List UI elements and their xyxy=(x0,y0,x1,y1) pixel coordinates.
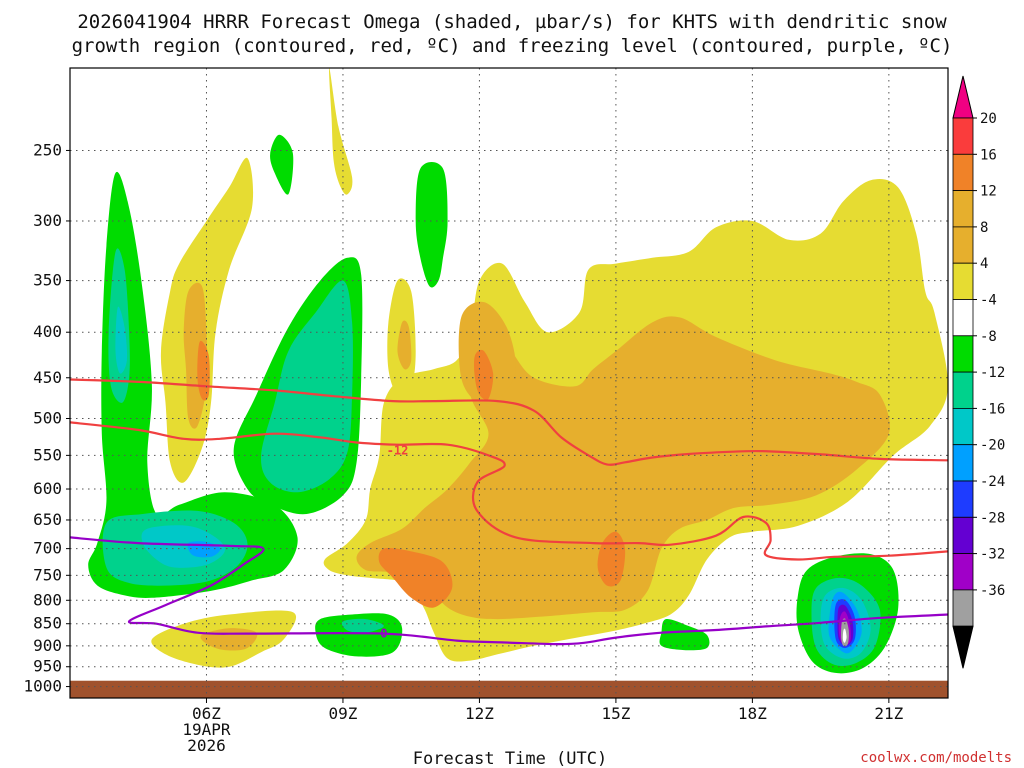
colorbar: 20 16 12 8 4 -4 -8 -12 -16 -20 -24 -28 -32 -36 xyxy=(952,75,1005,669)
omega-fields: -12 0 xyxy=(70,68,948,698)
omega-region-orange-10z-upper xyxy=(397,320,412,370)
colorbar-box-9 xyxy=(952,444,974,482)
omega-region-vortex-white xyxy=(842,628,847,643)
y-tick-label-1000: 1000 xyxy=(23,677,62,696)
omega-region-small-green-16z xyxy=(659,618,710,651)
y-tick-label-300: 300 xyxy=(33,211,62,230)
y-tick-label-650: 650 xyxy=(33,510,62,529)
x-tick-label-21Z: 21Z xyxy=(874,704,903,723)
omega-region-dark-orange-11z xyxy=(378,547,453,608)
x-tick-label-06Z: 06Z xyxy=(192,704,221,723)
y-axis: 250 300 350 400 450 500 550 600 650 700 750 800 850 9… xyxy=(23,140,70,696)
x-tick-label-09Z: 09Z xyxy=(329,704,358,723)
colorbar-label-3: 8 xyxy=(980,220,988,236)
colorbar-box-3 xyxy=(952,226,974,264)
x-tick-label-15Z: 15Z xyxy=(601,704,630,723)
contour-freezing-0 xyxy=(70,536,948,646)
colorbar-label-0: 20 xyxy=(980,111,997,127)
x-tick-year: 2026 xyxy=(187,736,226,755)
colorbar-box-12 xyxy=(952,553,974,591)
contour-dgz-upper xyxy=(70,378,948,466)
y-tick-label-400: 400 xyxy=(33,322,62,341)
omega-region-left-cyan xyxy=(115,306,128,374)
colorbar-box-1 xyxy=(952,153,974,192)
y-tick-label-450: 450 xyxy=(33,368,62,387)
y-tick-label-250: 250 xyxy=(33,140,62,159)
omega-region-green-plume-10z xyxy=(415,162,448,288)
x-tick-label-12Z: 12Z xyxy=(465,704,494,723)
colorbar-label-4: 4 xyxy=(980,256,988,272)
y-tick-label-750: 750 xyxy=(33,565,62,584)
plot-frame xyxy=(69,67,949,699)
ground-surface xyxy=(70,680,948,698)
y-tick-label-800: 800 xyxy=(33,590,62,609)
colorbar-label-5: -4 xyxy=(980,293,997,309)
colorbar-box-11 xyxy=(952,516,974,554)
colorbar-label-6: -8 xyxy=(980,329,997,345)
plot-area: -12 0 xyxy=(69,67,949,699)
colorbar-box-2 xyxy=(952,190,974,228)
chart-title-line-2: growth region (contoured, red, ºC) and f… xyxy=(72,35,953,57)
x-tick-date: 19APR xyxy=(182,720,231,739)
colorbar-box-0 xyxy=(952,117,974,155)
y-tick-label-350: 350 xyxy=(33,271,62,290)
credit-text: coolwx.com/modelts xyxy=(860,750,1012,766)
y-tick-label-500: 500 xyxy=(33,409,62,428)
y-tick-label-550: 550 xyxy=(33,445,62,464)
colorbar-box-10 xyxy=(952,480,974,518)
omega-region-dark-orange-15z xyxy=(597,531,626,587)
chart-title-line-1: 2026041904 HRRR Forecast Omega (shaded, … xyxy=(77,11,947,33)
colorbar-label-13: -36 xyxy=(980,583,1005,599)
omega-region-small-teal-bottom xyxy=(341,618,384,633)
colorbar-label-10: -24 xyxy=(980,474,1005,490)
omega-region-upper-plume-yellow xyxy=(329,68,353,195)
colorbar-label-12: -32 xyxy=(980,547,1005,563)
colorbar-label-2: 12 xyxy=(980,184,997,200)
colorbar-box-6 xyxy=(952,335,974,373)
colorbar-bottom-arrow xyxy=(952,625,974,669)
colorbar-label-11: -28 xyxy=(980,510,1005,526)
contour-label-freezing-0: 0 xyxy=(380,627,387,641)
y-tick-label-850: 850 xyxy=(33,614,62,633)
colorbar-label-9: -20 xyxy=(980,438,1005,454)
y-tick-label-600: 600 xyxy=(33,479,62,498)
colorbar-box-8 xyxy=(952,407,974,446)
grid xyxy=(70,68,948,698)
colorbar-box-13 xyxy=(952,589,974,627)
colorbar-box-5 xyxy=(952,299,974,337)
y-tick-label-700: 700 xyxy=(33,539,62,558)
colorbar-box-4 xyxy=(952,262,974,300)
x-axis-label: Forecast Time (UTC) xyxy=(413,749,607,768)
contour-dgz-lower-12 xyxy=(70,421,948,561)
colorbar-box-7 xyxy=(952,371,974,409)
colorbar-label-7: -12 xyxy=(980,365,1005,381)
omega-region-left-green-plume xyxy=(88,171,298,598)
y-tick-label-950: 950 xyxy=(33,657,62,676)
omega-region-upper-green-blob xyxy=(270,134,294,195)
y-tick-label-900: 900 xyxy=(33,636,62,655)
x-tick-label-18Z: 18Z xyxy=(738,704,767,723)
colorbar-label-8: -16 xyxy=(980,401,1005,417)
omega-region-dark-orange-12z xyxy=(474,349,494,401)
colorbar-top-arrow xyxy=(952,75,974,119)
colorbar-label-1: 16 xyxy=(980,147,997,163)
omega-region-yellow-4z xyxy=(160,157,254,483)
contour-label-dgz-lower-12: -12 xyxy=(387,443,409,457)
